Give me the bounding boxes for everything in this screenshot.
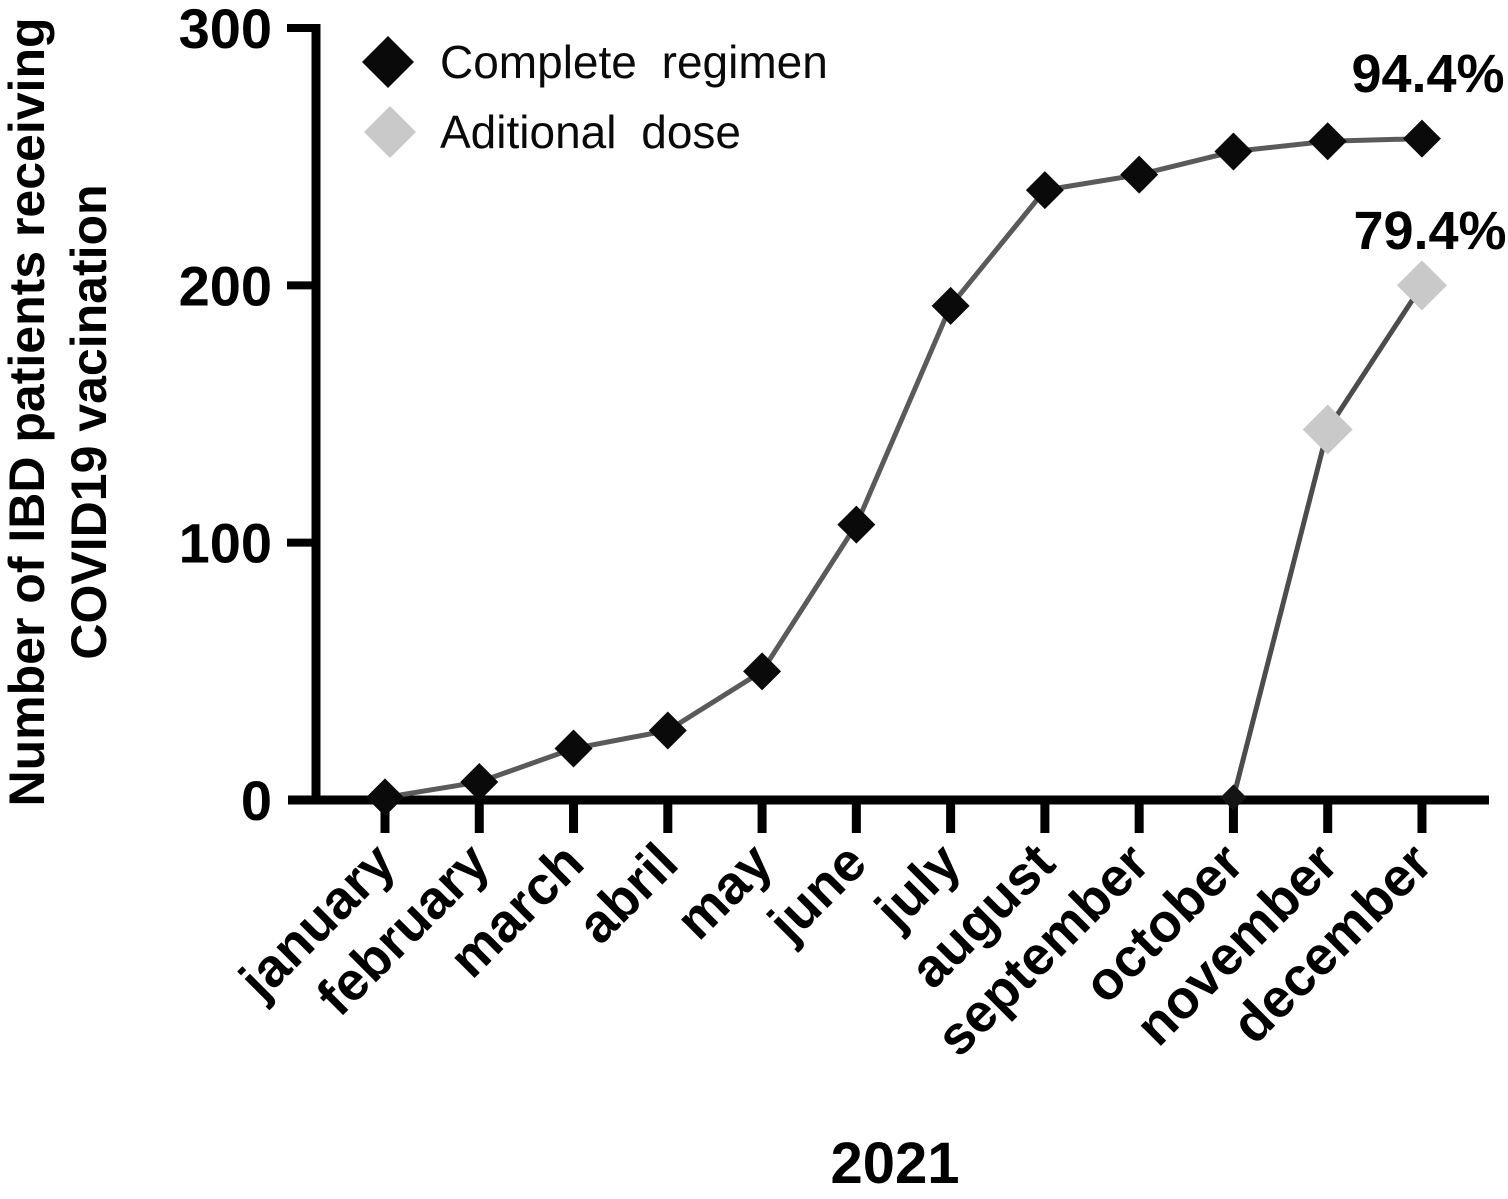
series-line-aditional-dose	[1231, 283, 1425, 799]
legend-diamond-complete-regimen-icon	[362, 36, 414, 88]
y-axis-title-line2: COVID19 vacination	[61, 184, 117, 659]
legend-label-complete-regimen: Complete regimen	[440, 36, 828, 88]
annotation-aditional-dose-percent: 79.4%	[1353, 201, 1506, 261]
data-point-complete-regimen-may	[743, 652, 782, 691]
x-axis-year-label: 2021	[830, 1131, 959, 1196]
data-point-complete-regimen-august	[1025, 171, 1064, 210]
y-tick-label: 0	[241, 769, 272, 832]
data-point-complete-regimen-march	[554, 729, 593, 768]
data-point-complete-regimen-december	[1402, 119, 1441, 158]
legend-label-aditional-dose: Aditional dose	[440, 106, 741, 158]
x-tick-label-june: june	[756, 832, 878, 954]
legend-diamond-aditional-dose-icon	[364, 106, 416, 158]
data-point-aditional-dose-november	[1302, 404, 1353, 455]
data-point-complete-regimen-november	[1308, 122, 1347, 161]
x-tick-label-abril: abril	[566, 832, 689, 955]
series-line-complete-regimen	[384, 136, 1423, 800]
data-point-complete-regimen-october	[1214, 132, 1253, 171]
data-point-complete-regimen-june	[837, 505, 876, 544]
data-point-complete-regimen-february	[460, 762, 499, 801]
data-point-complete-regimen-september	[1120, 155, 1159, 194]
data-point-complete-regimen-january	[366, 778, 404, 817]
data-point-complete-regimen-abril	[648, 711, 687, 750]
axes: 0100200300januaryfebruarymarchabrilmayju…	[179, 0, 1489, 1068]
y-tick-label: 200	[179, 254, 272, 317]
annotation-complete-regimen-percent: 94.4%	[1351, 44, 1504, 104]
data-series	[366, 119, 1447, 817]
x-tick-label-may: may	[665, 832, 784, 951]
y-axis-title-line1: Number of IBD patients receiving	[0, 17, 55, 806]
data-point-aditional-dose-december	[1396, 260, 1447, 311]
data-point-complete-regimen-july	[931, 286, 970, 325]
y-tick-label: 100	[179, 512, 272, 575]
data-point-aditional-dose-october	[1220, 784, 1247, 811]
y-tick-label: 300	[179, 0, 272, 60]
legend: Complete regimen Aditional dose	[362, 36, 828, 158]
